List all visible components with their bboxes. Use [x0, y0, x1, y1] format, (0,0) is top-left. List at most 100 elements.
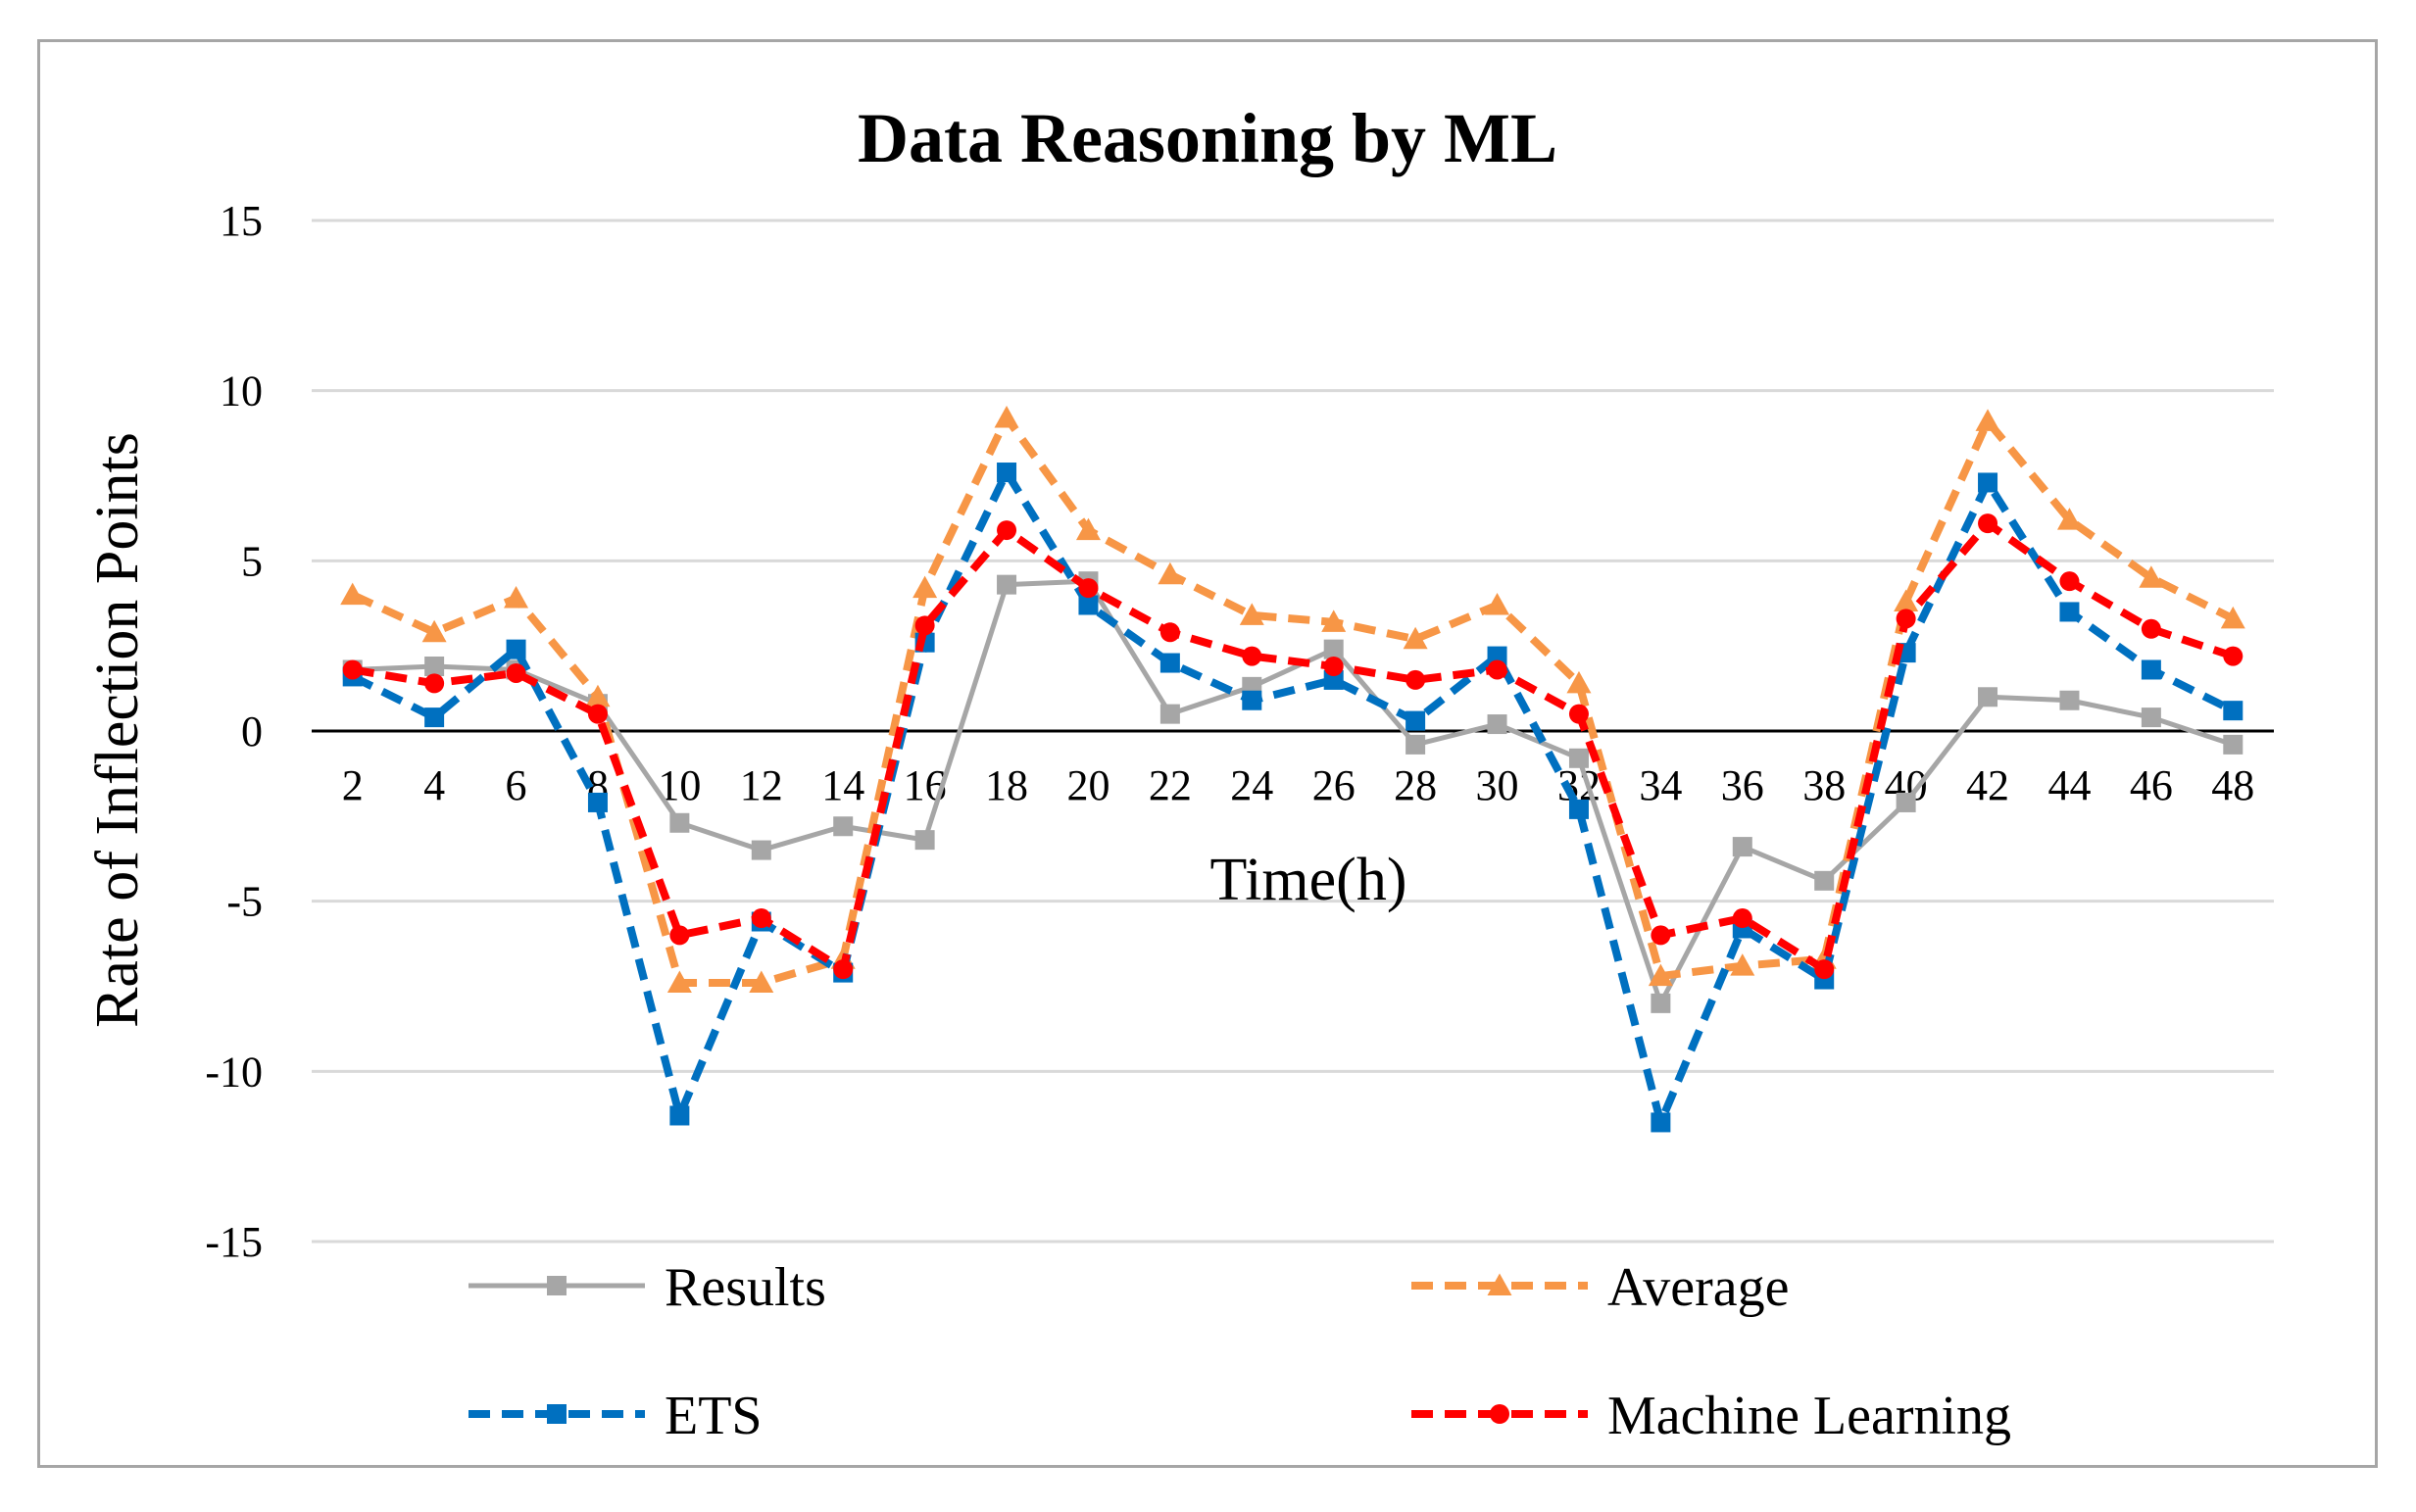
y-tick-label: 10	[220, 367, 263, 415]
data-point-machine-learning	[1732, 908, 1752, 929]
data-point-machine-learning	[751, 908, 771, 929]
data-point-average	[1158, 561, 1183, 585]
legend-item-ets: ETS	[468, 1386, 763, 1446]
data-point-machine-learning	[914, 615, 935, 636]
data-point-machine-learning	[2059, 571, 2080, 592]
x-tick-label: 18	[985, 761, 1028, 809]
data-point-machine-learning	[1814, 959, 1835, 980]
data-point-average	[666, 970, 692, 994]
data-point-average	[585, 684, 611, 707]
series-lines	[340, 405, 2245, 1133]
x-tick-label: 38	[1802, 761, 1846, 809]
data-point-results	[1487, 714, 1507, 735]
data-point-average	[912, 575, 938, 599]
data-point-machine-learning	[1159, 622, 1180, 643]
data-point-ets	[1405, 710, 1426, 731]
data-point-average	[1321, 610, 1347, 632]
data-point-machine-learning	[1568, 704, 1589, 724]
legend-marker-machine-learning	[1490, 1404, 1509, 1424]
data-point-average	[340, 582, 366, 606]
data-point-ets	[1568, 799, 1589, 819]
data-point-average	[2056, 508, 2082, 530]
legend-label-average: Average	[1607, 1257, 1790, 1318]
legend-item-machine-learning: Machine Learning	[1411, 1386, 2011, 1446]
x-tick-label: 46	[2130, 761, 2173, 809]
x-tick-label: 2	[342, 761, 364, 809]
data-point-machine-learning	[1651, 925, 1671, 946]
data-point-ets	[506, 639, 526, 659]
data-point-average	[1485, 592, 1510, 615]
data-point-average	[1975, 409, 2000, 431]
x-tick-label: 34	[1639, 761, 1682, 809]
data-point-ets	[2223, 701, 2243, 721]
y-tick-label: -5	[226, 878, 263, 926]
x-tick-label: 44	[2047, 761, 2091, 809]
data-point-results	[1896, 792, 1916, 812]
data-point-ets	[1487, 646, 1507, 666]
series-line-average	[351, 414, 2236, 988]
data-point-machine-learning	[506, 662, 526, 683]
data-point-average	[421, 619, 447, 643]
data-point-average	[1894, 589, 1919, 612]
legend-marker-results	[547, 1276, 567, 1295]
data-point-average	[2139, 565, 2164, 588]
data-point-ets	[669, 1105, 690, 1126]
legend-label-results: Results	[665, 1257, 826, 1318]
x-tick-label: 28	[1394, 761, 1437, 809]
data-point-machine-learning	[669, 925, 690, 946]
data-point-machine-learning	[1078, 578, 1099, 599]
data-point-results	[2223, 734, 2243, 755]
x-tick-label: 24	[1230, 761, 1273, 809]
x-tick-label: 42	[1966, 761, 2009, 809]
data-point-average	[1648, 963, 1673, 987]
data-point-machine-learning	[997, 520, 1017, 541]
data-point-average	[749, 970, 774, 994]
y-tick-label: 0	[241, 707, 263, 756]
data-point-machine-learning	[2223, 646, 2243, 666]
data-point-machine-learning	[2141, 618, 2161, 639]
series-line-results	[352, 578, 2235, 1006]
data-point-machine-learning	[1487, 659, 1507, 680]
y-tick-label: 5	[241, 537, 263, 585]
data-point-machine-learning	[833, 959, 854, 980]
x-tick-label: 48	[2211, 761, 2254, 809]
x-tick-label: 6	[506, 761, 527, 809]
data-point-ets	[587, 792, 608, 812]
x-tick-label: 26	[1312, 761, 1356, 809]
x-tick-label: 14	[821, 761, 864, 809]
data-point-results	[1978, 687, 1998, 707]
data-point-results	[1814, 870, 1835, 891]
data-point-machine-learning	[1896, 609, 1916, 629]
data-point-ets	[1978, 472, 1998, 493]
data-point-results	[833, 816, 854, 837]
series-ets	[342, 463, 2243, 1133]
data-point-ets	[997, 463, 1017, 483]
data-point-ets	[1242, 690, 1262, 710]
data-point-results	[1732, 837, 1752, 857]
data-point-machine-learning	[1405, 669, 1426, 690]
data-point-average	[1566, 670, 1592, 694]
y-tick-label: -10	[205, 1048, 263, 1096]
legend-item-average: Average	[1411, 1257, 1790, 1318]
data-point-results	[424, 657, 445, 677]
data-point-average	[2220, 606, 2245, 629]
data-point-results	[1651, 993, 1671, 1013]
data-point-average	[1730, 953, 1755, 976]
x-tick-label: 30	[1476, 761, 1519, 809]
chart-title: Data Reasoning by ML	[858, 99, 1557, 177]
data-point-results	[914, 830, 935, 851]
data-point-ets	[2141, 659, 2161, 680]
series-line-machine-learning	[352, 519, 2235, 974]
x-tick-label: 22	[1149, 761, 1192, 809]
data-point-ets	[424, 707, 445, 728]
x-tick-label: 12	[740, 761, 783, 809]
gridlines	[312, 219, 2274, 1244]
data-point-results	[2059, 690, 2080, 710]
data-point-average	[994, 405, 1019, 428]
legend-label-machine-learning: Machine Learning	[1607, 1386, 2011, 1446]
data-point-average	[1403, 626, 1428, 650]
y-tick-label: 15	[220, 197, 263, 245]
legend: Results Average ETS Machine Learning	[468, 1257, 2011, 1446]
data-point-results	[1323, 639, 1344, 659]
